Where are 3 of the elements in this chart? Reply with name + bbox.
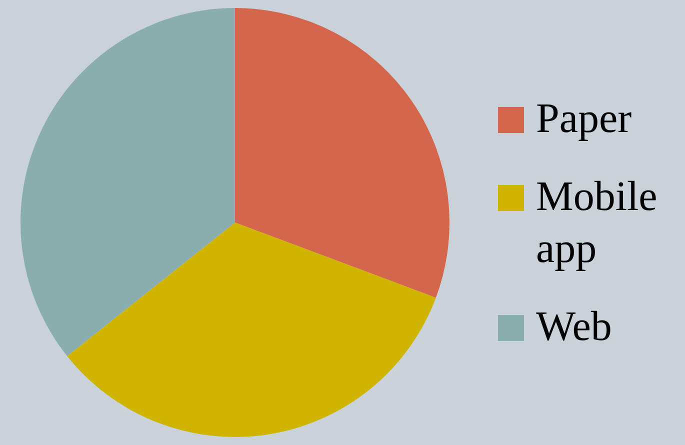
legend-label: Web [536, 302, 613, 352]
legend-label: Mobile app [536, 172, 658, 274]
legend-label: Paper [536, 94, 633, 144]
